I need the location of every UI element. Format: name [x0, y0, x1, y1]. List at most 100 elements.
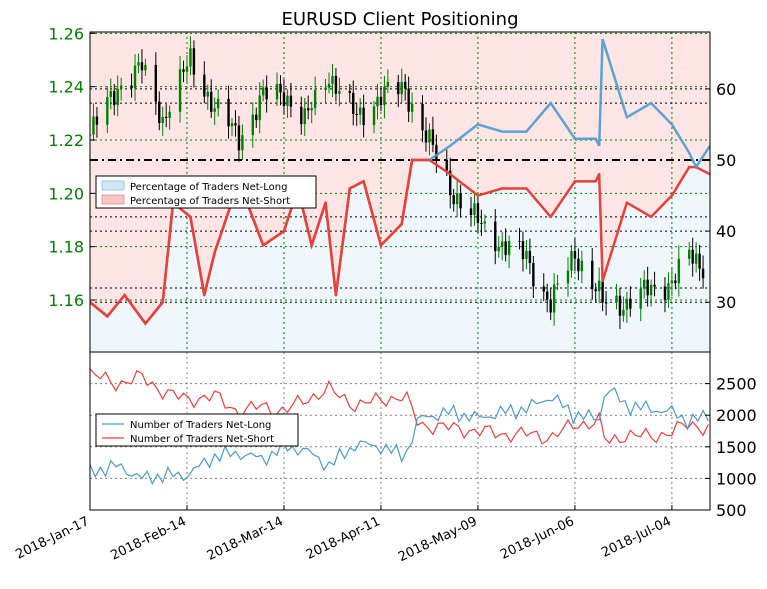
left-axis-tick-label: 1.24 — [48, 78, 84, 97]
candle-body — [241, 135, 244, 151]
candle-body — [604, 302, 608, 304]
candle — [431, 116, 435, 153]
candle — [352, 80, 355, 126]
candle — [670, 268, 674, 297]
candle — [701, 255, 705, 289]
candle — [106, 86, 109, 134]
candle — [251, 102, 254, 148]
x-axis-tick-label: 2018-Jan-17 — [13, 514, 91, 562]
candle — [667, 272, 670, 308]
x-axis-tick-label: 2018-Mar-14 — [205, 514, 286, 564]
candle — [653, 271, 656, 297]
top-legend-box — [95, 175, 317, 209]
candle-body — [286, 95, 289, 106]
candle — [397, 74, 400, 108]
candle-body — [459, 193, 462, 209]
candle — [483, 214, 487, 233]
candle — [421, 95, 424, 143]
candle — [255, 107, 258, 128]
x-axis-tick-label: 2018-Feb-14 — [108, 514, 188, 563]
candle — [476, 195, 480, 234]
candle — [234, 110, 237, 137]
candle-body — [469, 208, 473, 215]
candle — [116, 75, 119, 117]
candle — [206, 84, 209, 110]
candle-body — [580, 260, 584, 272]
candle-body — [455, 193, 459, 205]
candle-body — [577, 258, 580, 272]
bottom-legend-box — [95, 413, 299, 447]
candle-body — [383, 86, 386, 106]
candle — [459, 184, 462, 218]
candle — [597, 267, 601, 304]
candle — [629, 286, 632, 317]
candle-body — [431, 129, 435, 145]
candle — [119, 77, 123, 101]
candle — [480, 209, 483, 236]
candle-body — [334, 75, 338, 94]
candle-body — [95, 116, 99, 125]
candle — [677, 245, 681, 297]
candle — [698, 244, 701, 281]
candle — [376, 83, 379, 120]
candle — [646, 266, 649, 307]
candle — [497, 236, 500, 258]
net-short-count-line — [89, 368, 709, 445]
candlesticks — [90, 36, 705, 330]
bottom-axis-tick-label: 2000 — [716, 406, 757, 425]
candle — [161, 106, 164, 136]
candle — [310, 101, 313, 124]
candle-body — [625, 298, 629, 310]
candle — [300, 96, 303, 135]
candle-body — [168, 111, 171, 119]
candle-body — [258, 95, 261, 121]
sentiment-line-segment — [448, 172, 480, 197]
candle-body — [289, 95, 293, 107]
candle — [237, 115, 241, 162]
grid — [89, 32, 710, 510]
candle — [355, 103, 358, 126]
candle-body — [480, 223, 483, 225]
bottom-axis-tick-label: 1000 — [716, 469, 757, 488]
sentiment-line-segment — [476, 187, 504, 197]
sentiment-line-segment — [597, 172, 604, 283]
candle — [178, 56, 182, 123]
candle-body — [428, 129, 431, 143]
candle-body — [352, 92, 355, 114]
candle-body — [106, 97, 109, 125]
candle — [324, 78, 327, 104]
candle-body — [379, 96, 383, 106]
x-axis-tick-label: 2018-Jul-04 — [599, 514, 673, 561]
candle-body — [410, 103, 414, 112]
candle-body — [362, 107, 365, 126]
candle-body — [629, 298, 632, 309]
candle-body — [119, 85, 123, 89]
candle-body — [237, 125, 241, 151]
candle-body — [674, 280, 677, 284]
x-axis-tick-label: 2018-Apr-11 — [304, 514, 383, 563]
bottom-axis-tick-label: 500 — [716, 501, 747, 520]
candle-body — [109, 90, 112, 98]
candle — [137, 53, 140, 74]
candle — [92, 103, 95, 142]
top-legend: Percentage of Traders Net-Long Percentage… — [95, 175, 317, 209]
candle-body — [113, 90, 116, 106]
candle — [109, 78, 112, 110]
candle — [618, 287, 622, 330]
candle-body — [639, 288, 642, 309]
candle — [615, 283, 618, 310]
candle-body — [494, 221, 497, 252]
candle-body — [445, 159, 448, 171]
candle-body — [504, 241, 507, 256]
candle — [95, 107, 99, 138]
candle — [580, 250, 584, 284]
candle — [566, 257, 570, 297]
candle — [230, 117, 234, 137]
candle-body — [646, 279, 649, 296]
candle-body — [525, 250, 528, 260]
candle-body — [497, 246, 500, 252]
candle — [518, 227, 521, 250]
candle-body — [521, 241, 525, 260]
candle-body — [310, 108, 313, 111]
